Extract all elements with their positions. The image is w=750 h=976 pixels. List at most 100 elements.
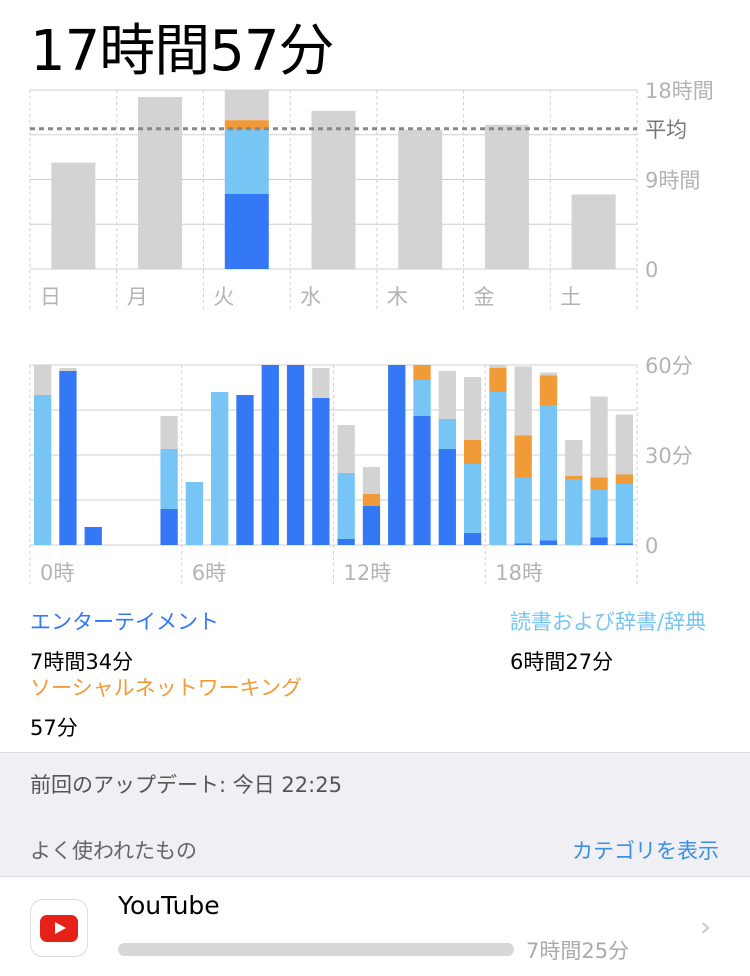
hourly-bar-segment [565, 479, 583, 545]
app-name: YouTube [118, 891, 220, 920]
footer-section: 前回のアップデート: 今日 22:25 よく使われたもの カテゴリを表示 [0, 752, 750, 877]
hourly-bar-segment [615, 543, 633, 545]
y-axis-label: 0 [645, 258, 658, 282]
hourly-bar-segment [489, 392, 507, 545]
hour-label: 12時 [344, 561, 392, 585]
total-screen-time: 17時間57分 [30, 19, 335, 84]
hourly-bar-segment [59, 368, 77, 371]
hourly-bar-segment [337, 425, 355, 473]
hourly-bar-segment [463, 440, 482, 464]
legend-category: ソーシャルネットワーキング [30, 676, 302, 700]
y-axis-label: 30分 [645, 444, 693, 468]
average-label: 平均 [645, 118, 687, 142]
hourly-bar-segment [514, 543, 532, 545]
y-axis-label: 0 [645, 534, 658, 558]
legend-time: 7時間34分 [30, 650, 134, 674]
legend-reading: 読書および辞書/辞典 6時間27分 [510, 606, 706, 676]
last-updated-text: 前回のアップデート: 今日 22:25 [30, 773, 342, 797]
hourly-bar-segment [160, 416, 178, 449]
y-axis-label: 18時間 [645, 80, 714, 103]
weekly-bar-segment [398, 129, 443, 269]
hourly-bar-segment [565, 440, 583, 476]
hour-label: 18時 [495, 561, 543, 585]
hourly-bar-segment [337, 473, 355, 539]
hourly-bar-segment [388, 365, 406, 545]
hourly-bar-segment [438, 419, 456, 449]
legend-category: 読書および辞書/辞典 [510, 610, 707, 634]
hourly-bar-segment [489, 365, 507, 368]
usage-bar [118, 943, 514, 956]
weekly-bar-segment [311, 110, 356, 269]
weekly-bar-segment [571, 194, 616, 269]
hourly-bar-segment [463, 464, 482, 533]
youtube-icon [30, 899, 88, 957]
hourly-usage-chart[interactable]: 0時 6時 12時 18時 60分 30分 0 [0, 355, 750, 595]
weekly-bar-segment [138, 96, 183, 269]
hour-label: 0時 [40, 561, 74, 585]
hourly-bar-segment [514, 435, 532, 478]
hourly-bar-segment [590, 537, 608, 545]
hourly-bar-segment [514, 366, 532, 436]
hourly-bar-segment [261, 365, 279, 545]
app-time: 7時間25分 [526, 939, 630, 963]
hourly-bar-segment [438, 449, 456, 545]
hourly-bar-segment [514, 477, 532, 544]
day-label: 月 [127, 285, 148, 309]
chevron-right-icon: › [700, 910, 712, 943]
app-row-youtube[interactable]: YouTube 7時間25分 › [0, 876, 750, 976]
hourly-bar-segment [236, 395, 254, 545]
hourly-bar-segment [413, 380, 431, 416]
hourly-bar-segment [312, 398, 330, 545]
day-label: 金 [474, 285, 495, 309]
day-label: 火 [213, 285, 234, 309]
hourly-bar-segment [413, 365, 431, 380]
hourly-bar-segment [539, 372, 558, 376]
hourly-bar-segment [286, 365, 305, 545]
weekly-bar-segment [484, 124, 529, 269]
most-used-header: よく使われたもの [30, 839, 197, 863]
hourly-bar-segment [413, 416, 431, 545]
weekly-bar-segment [224, 120, 269, 130]
hourly-bar-segment [185, 482, 204, 545]
weekly-bar-segment [224, 90, 269, 121]
hourly-bar-segment [463, 533, 482, 545]
hourly-bar-segment [362, 467, 381, 494]
hour-label: 6時 [192, 561, 226, 585]
hourly-bar-segment [438, 371, 456, 419]
hourly-bar-segment [615, 474, 633, 484]
legend-category: エンターテイメント [30, 610, 219, 634]
legend-time: 6時間27分 [510, 650, 614, 674]
hourly-bar-segment [539, 375, 558, 406]
weekly-bar-segment [51, 162, 96, 269]
day-label: 木 [387, 285, 408, 309]
hourly-bar-segment [34, 365, 52, 395]
hourly-bar-segment [84, 527, 102, 545]
hourly-bar-segment [362, 506, 381, 545]
hourly-bar-segment [590, 489, 608, 538]
hourly-bar-segment [160, 449, 178, 509]
hourly-bar-segment [590, 396, 608, 478]
weekly-bar-segment [224, 193, 269, 269]
y-axis-label: 9時間 [645, 169, 700, 193]
legend-social: ソーシャルネットワーキング 57分 [30, 672, 302, 742]
hourly-bar-segment [615, 414, 633, 475]
hourly-bar-segment [34, 395, 52, 545]
legend-time: 57分 [30, 716, 78, 740]
hourly-bar-segment [539, 405, 558, 541]
day-label: 日 [40, 285, 61, 309]
hourly-bar-segment [489, 368, 507, 392]
weekly-bar-segment [224, 129, 269, 194]
y-axis-label: 60分 [645, 355, 693, 378]
hourly-bar-segment [539, 540, 558, 545]
hourly-bar-segment [160, 509, 178, 545]
hourly-bar-segment [362, 494, 381, 506]
hourly-bar-segment [615, 483, 633, 544]
show-categories-button[interactable]: カテゴリを表示 [572, 839, 719, 863]
day-label: 水 [300, 285, 321, 309]
hourly-bar-segment [59, 371, 77, 545]
hourly-bar-segment [211, 392, 229, 545]
hourly-bar-segment [312, 368, 330, 398]
weekly-usage-chart[interactable]: 日 月 火 水 木 金 土 平均 18時間 9時間 0 [0, 80, 750, 320]
hourly-bar-segment [463, 377, 482, 440]
hourly-bar-segment [337, 539, 355, 545]
